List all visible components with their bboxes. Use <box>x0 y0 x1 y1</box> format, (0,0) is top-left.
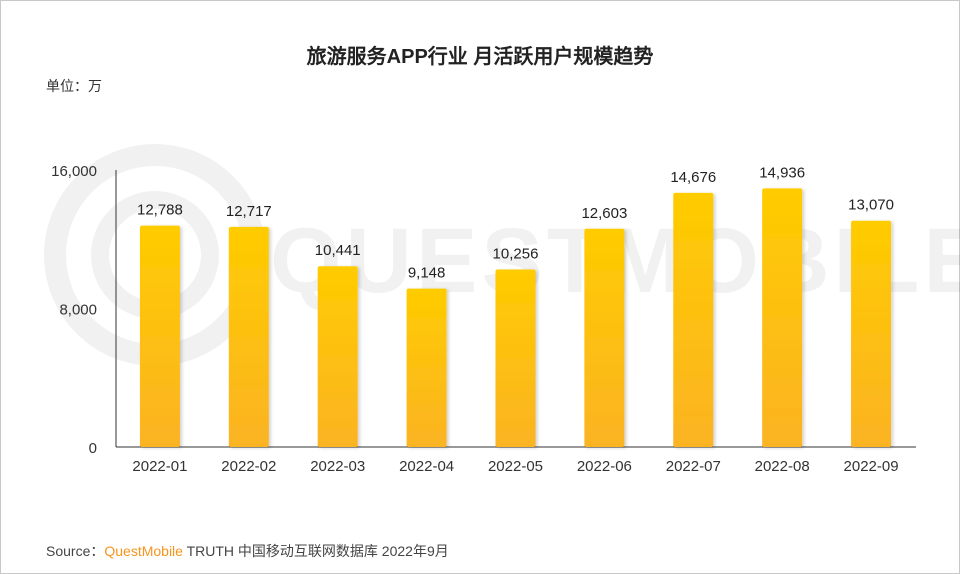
data-label: 10,256 <box>493 245 539 262</box>
questmobile-brand: QuestMobile <box>104 543 183 559</box>
source-text: TRUTH 中国移动互联网数据库 2022年9月 <box>182 543 449 559</box>
bar <box>139 225 180 447</box>
y-tick-label: 0 <box>89 440 97 457</box>
x-tick-label: 2022-06 <box>577 458 632 475</box>
y-tick-label: 8,000 <box>59 302 97 319</box>
x-tick-label: 2022-09 <box>844 458 899 475</box>
chart-title: 旅游服务APP行业 月活跃用户规模趋势 <box>306 46 654 68</box>
unit-label: 单位：万 <box>46 78 102 94</box>
bar <box>317 266 358 447</box>
data-label: 10,441 <box>315 242 361 259</box>
x-tick-label: 2022-08 <box>755 458 810 475</box>
bar <box>851 220 892 447</box>
bar <box>228 226 269 447</box>
source-prefix: Source： <box>46 543 105 559</box>
bar <box>495 269 536 447</box>
data-label: 14,936 <box>759 164 805 181</box>
x-tick-label: 2022-04 <box>399 458 454 475</box>
data-label: 14,676 <box>670 169 716 186</box>
x-tick-label: 2022-07 <box>666 458 721 475</box>
data-label: 12,788 <box>137 202 183 219</box>
y-tick-label: 16,000 <box>51 163 97 180</box>
data-label: 12,717 <box>226 203 272 220</box>
data-label: 12,603 <box>581 205 627 222</box>
bar <box>584 228 625 447</box>
data-label: 9,148 <box>408 265 446 282</box>
x-tick-label: 2022-01 <box>132 458 187 475</box>
bar <box>762 188 803 447</box>
source-note: Source：QuestMobile TRUTH 中国移动互联网数据库 2022… <box>46 541 449 561</box>
x-tick-label: 2022-03 <box>310 458 365 475</box>
x-tick-label: 2022-05 <box>488 458 543 475</box>
bar <box>673 192 714 447</box>
bar <box>406 288 447 447</box>
x-tick-label: 2022-02 <box>221 458 276 475</box>
data-label: 13,070 <box>848 197 894 214</box>
